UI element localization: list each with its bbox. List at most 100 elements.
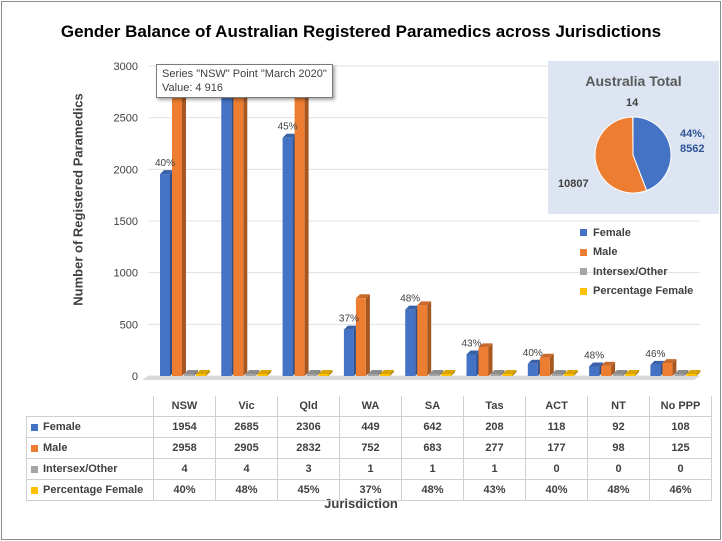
pie-title: Australia Total	[585, 73, 682, 89]
bar-top	[502, 370, 517, 374]
bar-side	[328, 370, 333, 376]
legend-item-percentage: Percentage Female	[580, 282, 693, 302]
intersex-key-icon	[31, 465, 38, 473]
bar-top	[257, 370, 272, 374]
bar-side	[182, 66, 186, 376]
pie-slice-male	[594, 116, 648, 194]
bar-side	[696, 370, 701, 376]
bar-top	[650, 360, 665, 365]
tooltip-series-point: Series "NSW" Point "March 2020"	[162, 68, 327, 80]
category-label: NT	[587, 396, 650, 417]
y-tick-label: 2500	[114, 113, 138, 125]
y-tick-label: 2000	[114, 164, 138, 176]
bar-side	[439, 370, 444, 376]
tooltip: Series "NSW" Point "March 2020" Value: 4…	[156, 64, 333, 98]
bar-side	[304, 79, 309, 377]
bar-side	[684, 370, 689, 376]
bar-top	[343, 325, 358, 330]
bar-top	[662, 359, 677, 364]
bar-top	[441, 370, 456, 374]
bars	[160, 66, 701, 377]
bar-male-nt	[601, 365, 612, 376]
pie-slice-female	[632, 116, 672, 192]
bar-female-sa	[405, 309, 416, 376]
bar-male-tas	[478, 347, 489, 376]
bar-side	[611, 361, 616, 376]
bar-side	[243, 71, 248, 377]
chart-title: Gender Balance of Australian Registered …	[60, 22, 662, 41]
bar-side	[365, 294, 370, 376]
bar-female-nt	[589, 366, 600, 376]
pie-chart	[594, 116, 672, 194]
bar-percentage-female-nt	[625, 374, 636, 376]
bar-percentage-female-act	[563, 374, 574, 376]
category-label: Tas	[463, 396, 526, 417]
bar-top	[417, 301, 432, 306]
data-label: 45%	[278, 122, 298, 133]
bar-side	[500, 370, 505, 376]
bar-top	[589, 362, 604, 367]
bar-intersex-other-act	[551, 374, 562, 376]
y-tick-label: 3000	[114, 61, 138, 73]
bar-intersex-other-sa	[429, 374, 440, 376]
bar-side	[451, 370, 456, 376]
bar-side	[561, 370, 566, 376]
y-axis-ticks: 0 500 1000 1500 2000 2500 3000	[114, 61, 138, 383]
bar-top	[466, 350, 481, 355]
category-label: Qld	[277, 396, 340, 417]
bar-side	[427, 301, 432, 376]
data-label: 48%	[584, 350, 604, 361]
data-label: 40%	[155, 158, 175, 169]
bar-intersex-other-vic	[245, 374, 256, 376]
bar-side	[389, 370, 394, 376]
data-label: 37%	[339, 314, 359, 325]
data-label: 48%	[400, 294, 420, 305]
bar-female-tas	[466, 354, 477, 376]
bar-top	[318, 370, 333, 374]
bar-male-wa	[355, 298, 366, 376]
bar-intersex-other-nt	[613, 374, 624, 376]
bar-intersex-other-wa	[367, 374, 378, 376]
pie-label-female: 44%, 8562	[680, 128, 706, 155]
percentage-legend-icon	[580, 287, 587, 295]
bar-top	[245, 370, 260, 374]
intersex-legend-icon	[580, 268, 587, 276]
legend: Female Male Intersex/Other Percentage Fe…	[580, 223, 693, 301]
pie-panel[interactable]: Australia Total 14 44%, 8562 10807	[548, 61, 719, 214]
category-label: No PPP	[649, 396, 712, 417]
pie-label-intersex: 14	[626, 97, 639, 109]
bar-top	[282, 133, 297, 138]
y-tick-label: 0	[132, 371, 138, 383]
bar-top	[379, 370, 394, 374]
table-row-percentage: Percentage Female 40% 48% 45% 37% 48% 43…	[26, 479, 712, 501]
bar-side	[206, 370, 210, 376]
percentage-key-icon	[31, 486, 38, 494]
data-label: 40%	[523, 348, 543, 359]
category-label: Vic	[215, 396, 278, 417]
bar-percentage-female-tas	[502, 374, 513, 376]
bar-female-no-ppp	[650, 364, 661, 376]
bar-side	[194, 370, 198, 376]
bar-top	[367, 370, 382, 374]
chart-floor	[142, 376, 700, 380]
bar-male-qld	[294, 83, 305, 377]
bar-top	[306, 370, 321, 374]
bar-side	[255, 370, 260, 376]
bar-female-act	[527, 363, 538, 376]
tooltip-value: Value: 4 916	[162, 82, 223, 94]
bar-top	[490, 370, 505, 374]
bar-male-sa	[417, 305, 428, 376]
bar-top	[674, 370, 689, 374]
table-row-intersex: Intersex/Other 4 4 3 1 1 1 0 0 0	[26, 458, 712, 480]
category-label: ACT	[525, 396, 588, 417]
bar-female-nsw	[160, 174, 170, 376]
bar-percentage-female-wa	[379, 374, 390, 376]
bar-top	[355, 294, 370, 299]
bar-side	[488, 343, 493, 376]
y-tick-label: 500	[120, 319, 138, 331]
bar-top	[601, 361, 616, 366]
bar-percentage-female-sa	[441, 374, 452, 376]
bar-percentage-female-qld	[318, 374, 329, 376]
data-labels: 40% 45% 37% 48% 43% 40% 48% 46%	[155, 122, 666, 362]
male-legend-icon	[580, 248, 587, 256]
